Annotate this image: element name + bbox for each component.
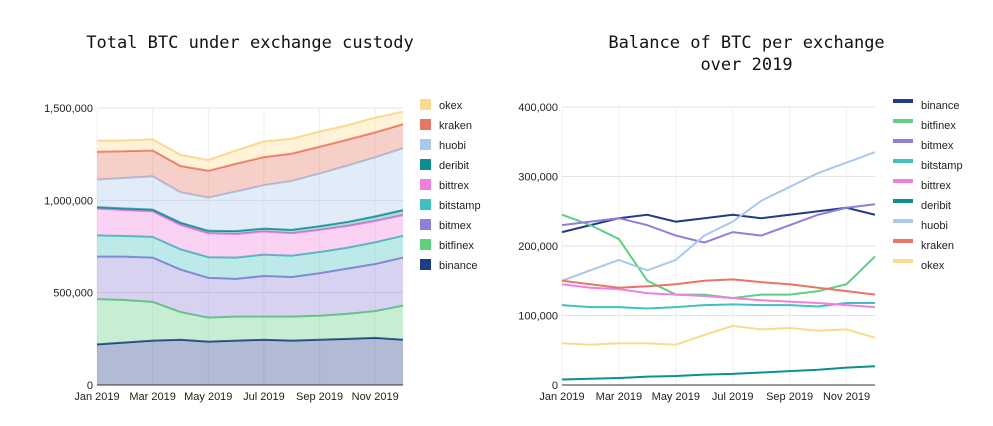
series-line-bittrex bbox=[561, 283, 876, 309]
y-tick-label: 1,000,000 bbox=[44, 195, 93, 207]
y-tick-label: 400,000 bbox=[518, 102, 558, 114]
series-line-bitmex bbox=[561, 203, 876, 244]
legend-label-bitfinex: bitfinex bbox=[921, 120, 956, 132]
legend-label-binance: binance bbox=[921, 100, 960, 112]
legend-swatch-bitstamp bbox=[420, 199, 431, 210]
legend-swatch-bitmex bbox=[893, 139, 913, 143]
series-line-bitfinex bbox=[96, 298, 404, 319]
legend-label-okex: okex bbox=[921, 260, 945, 272]
series-line-kraken bbox=[96, 123, 404, 172]
legend-label-bittrex: bittrex bbox=[439, 180, 469, 192]
series-line-okex bbox=[96, 110, 404, 162]
legend-swatch-huobi bbox=[420, 139, 431, 150]
area-deribit bbox=[97, 207, 403, 234]
legend-swatch-bittrex bbox=[893, 179, 913, 183]
x-tick-label: Mar 2019 bbox=[596, 391, 642, 403]
y-tick-label: 0 bbox=[87, 380, 93, 392]
legend-swatch-binance bbox=[893, 99, 913, 103]
legend-swatch-bitstamp bbox=[893, 159, 913, 163]
area-okex bbox=[97, 111, 403, 171]
series-line-deribit bbox=[561, 365, 876, 381]
legend-swatch-deribit bbox=[893, 199, 913, 203]
legend-label-okex: okex bbox=[439, 100, 463, 112]
legend-label-bittrex: bittrex bbox=[921, 180, 951, 192]
y-tick-label: 1,500,000 bbox=[44, 103, 93, 115]
series-line-huobi bbox=[561, 151, 876, 282]
series-line-bitstamp bbox=[96, 234, 404, 259]
area-binance bbox=[97, 337, 403, 385]
x-tick-label: Jul 2019 bbox=[712, 391, 754, 403]
legend-label-kraken: kraken bbox=[439, 120, 472, 132]
legend-swatch-bittrex bbox=[420, 179, 431, 190]
total-btc-chart-panel: Total BTC under exchange custody 0 500,00… bbox=[44, 33, 481, 403]
legend-swatch-kraken bbox=[420, 119, 431, 130]
y-tick-label: 500,000 bbox=[53, 288, 93, 300]
area-huobi bbox=[97, 148, 403, 232]
x-tick-label: Jul 2019 bbox=[243, 391, 285, 403]
legend-label-bitmex: bitmex bbox=[921, 140, 954, 152]
series-line-kraken bbox=[561, 278, 876, 296]
x-tick-label: Nov 2019 bbox=[823, 391, 870, 403]
legend-label-binance: binance bbox=[439, 260, 478, 272]
legend-label-huobi: huobi bbox=[921, 220, 948, 232]
x-tick-label: Sep 2019 bbox=[296, 391, 343, 403]
chart-title: Balance of BTC per exchange over 2019 bbox=[608, 33, 885, 75]
series-line-bitstamp bbox=[561, 301, 875, 310]
legend-label-deribit: deribit bbox=[921, 200, 951, 212]
x-tick-label: May 2019 bbox=[652, 391, 700, 403]
area-bitmex bbox=[97, 256, 403, 318]
legend-label-kraken: kraken bbox=[921, 240, 954, 252]
legend-swatch-okex bbox=[420, 99, 431, 110]
line-chart: 0 100,000 200,000 300,000 400,000 Jan 2019 Mar… bbox=[518, 99, 963, 403]
legend-swatch-deribit bbox=[420, 159, 431, 170]
series-line-huobi bbox=[96, 147, 404, 199]
legend-label-bitmex: bitmex bbox=[439, 220, 472, 232]
legend-swatch-bitfinex bbox=[420, 239, 431, 250]
x-tick-label: Mar 2019 bbox=[129, 391, 175, 403]
balance-per-exchange-chart-panel: Balance of BTC per exchange over 2019 0 1… bbox=[500, 0, 993, 426]
x-tick-label: May 2019 bbox=[184, 391, 232, 403]
y-tick-label: 100,000 bbox=[518, 311, 558, 323]
legend-swatch-huobi bbox=[893, 219, 913, 223]
legend-label-deribit: deribit bbox=[439, 160, 469, 172]
chart-title: Total BTC under exchange custody bbox=[86, 33, 414, 53]
legend-label-bitfinex: bitfinex bbox=[439, 240, 474, 252]
y-tick-label: 200,000 bbox=[518, 241, 558, 253]
series-line-deribit bbox=[96, 206, 404, 233]
legend-swatch-bitmex bbox=[420, 219, 431, 230]
x-tick-label: Jan 2019 bbox=[74, 391, 119, 403]
legend-swatch-okex bbox=[893, 259, 913, 263]
y-tick-label: 300,000 bbox=[518, 172, 558, 184]
series-line-bitmex bbox=[97, 255, 404, 280]
legend-label-bitstamp: bitstamp bbox=[439, 200, 481, 212]
y-tick-label: 0 bbox=[552, 380, 558, 392]
stacked-area-chart: 0 500,000 1,000,000 1,500,000 Jan 2019 Mar 20… bbox=[44, 99, 481, 403]
x-tick-label: Nov 2019 bbox=[352, 391, 399, 403]
legend-swatch-kraken bbox=[893, 239, 913, 243]
legend-label-huobi: huobi bbox=[439, 140, 466, 152]
x-tick-label: Sep 2019 bbox=[766, 391, 813, 403]
legend-swatch-bitfinex bbox=[893, 119, 913, 123]
series-line-okex bbox=[561, 324, 876, 346]
series-line-binance bbox=[96, 336, 404, 346]
legend-swatch-binance bbox=[420, 259, 431, 270]
legend-label-bitstamp: bitstamp bbox=[921, 160, 963, 172]
x-tick-label: Jan 2019 bbox=[539, 391, 584, 403]
series-line-bittrex bbox=[96, 207, 404, 235]
